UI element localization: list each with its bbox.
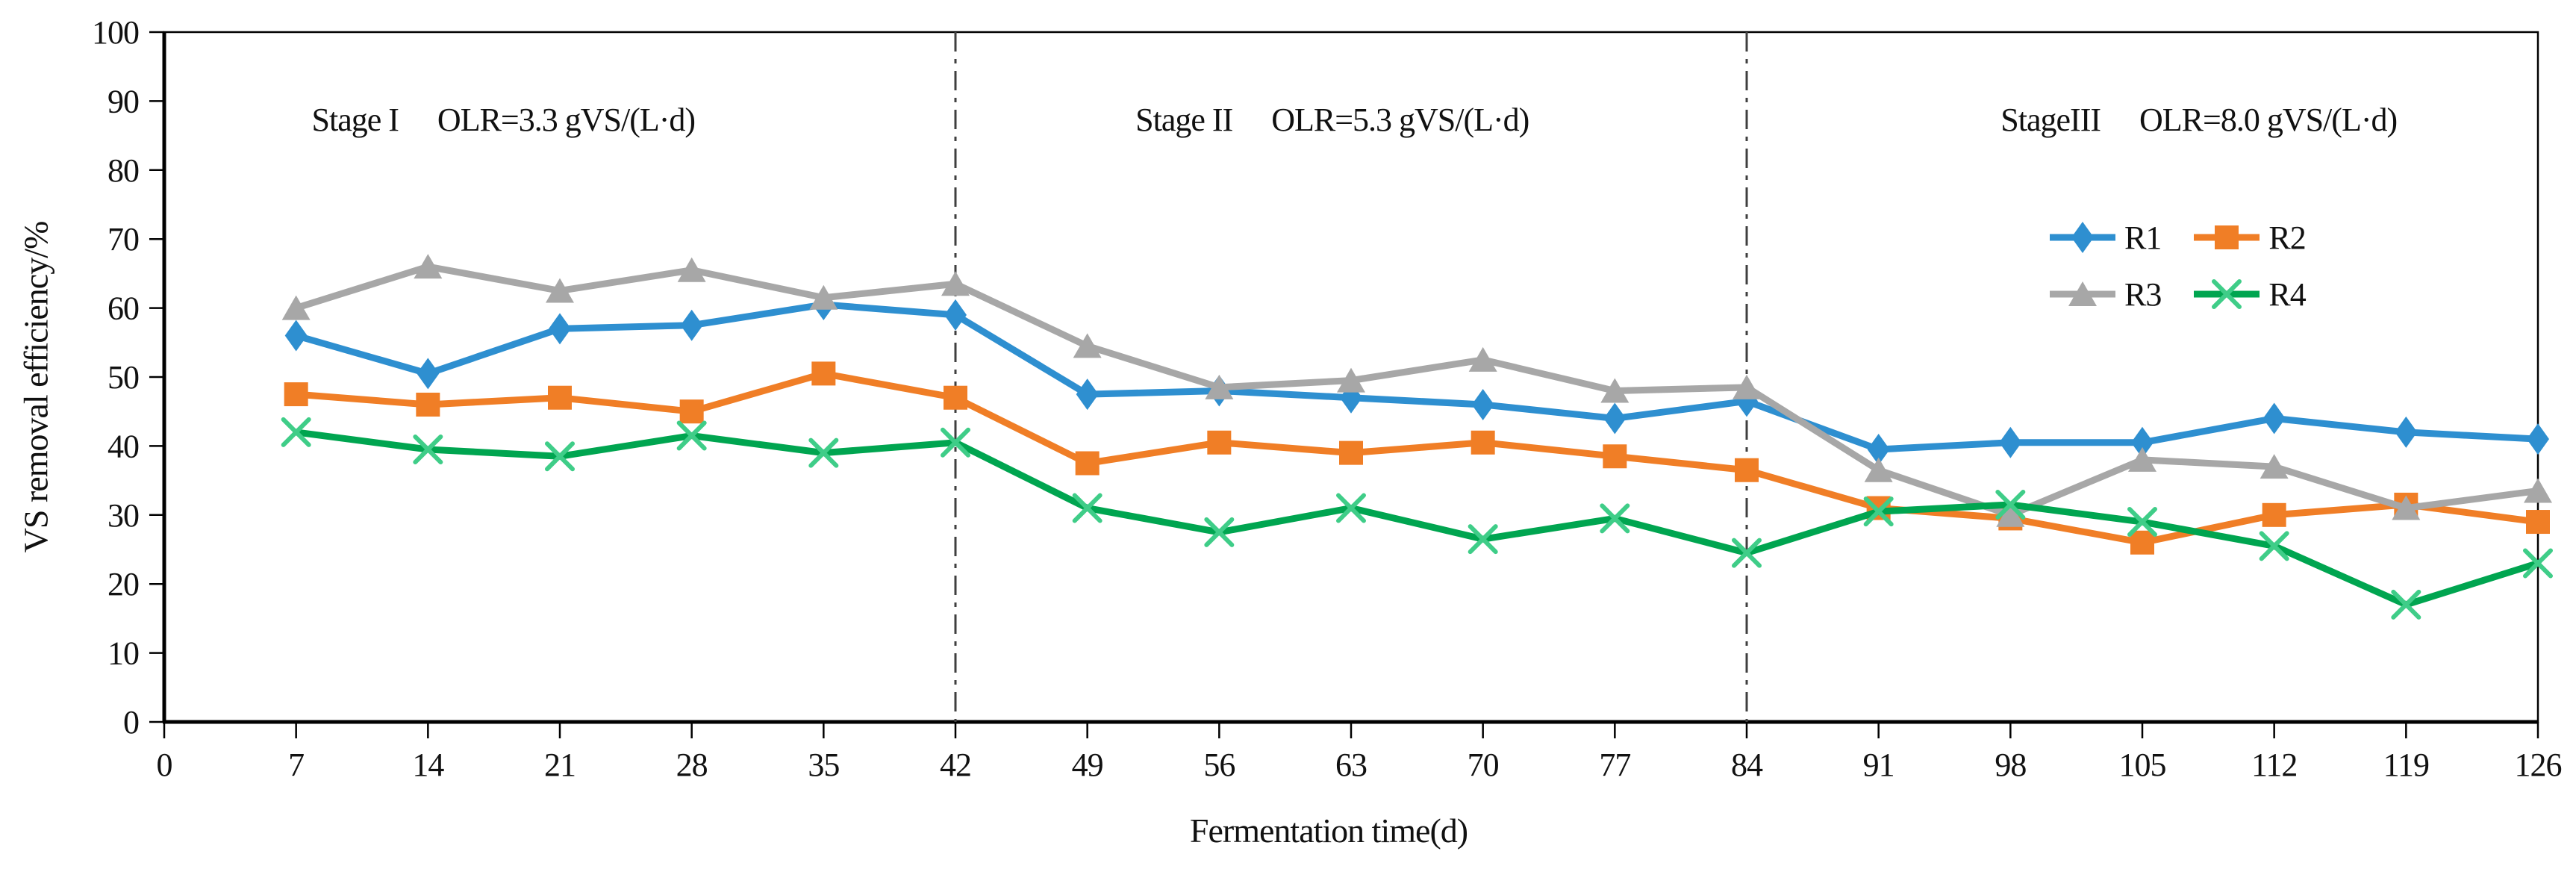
y-axis-title: VS removal efficiency/% (16, 221, 55, 553)
x-axis-title: Fermentation time(d) (1189, 812, 1468, 850)
svg-text:70: 70 (107, 221, 139, 258)
svg-text:119: 119 (2383, 747, 2429, 783)
stage-3-name: StageIII (2000, 102, 2101, 138)
svg-text:21: 21 (544, 747, 576, 783)
svg-text:0: 0 (157, 747, 172, 783)
svg-text:49: 49 (1072, 747, 1103, 783)
legend-label-r4: R4 (2268, 275, 2306, 313)
legend-label-r3: R3 (2124, 275, 2162, 313)
legend-item-r2: R2 (2191, 215, 2307, 260)
svg-text:10: 10 (107, 635, 139, 672)
stage-1-name: Stage I (311, 102, 399, 138)
r4-series-marker-icon (2194, 279, 2260, 309)
svg-text:50: 50 (107, 359, 139, 396)
svg-text:77: 77 (1599, 747, 1630, 783)
legend-label-r2: R2 (2268, 219, 2306, 256)
svg-text:63: 63 (1335, 747, 1367, 783)
svg-text:70: 70 (1468, 747, 1499, 783)
svg-text:42: 42 (940, 747, 971, 783)
svg-text:28: 28 (676, 747, 708, 783)
stage-2-olr: OLR=5.3 gVS/(L·d) (1271, 102, 1529, 138)
legend-item-r3: R3 (2047, 272, 2162, 317)
svg-text:30: 30 (107, 497, 139, 534)
stage-2-annotation: Stage II OLR=5.3 gVS/(L·d) (1135, 101, 1529, 139)
svg-text:98: 98 (1995, 747, 2026, 783)
svg-text:7: 7 (288, 747, 304, 783)
svg-text:126: 126 (2515, 747, 2562, 783)
r1-series-marker-icon (2050, 222, 2115, 253)
legend-item-r1: R1 (2047, 215, 2162, 260)
svg-text:90: 90 (107, 83, 139, 119)
stage-1-olr: OLR=3.3 gVS/(L·d) (437, 102, 696, 138)
svg-text:100: 100 (92, 14, 139, 51)
stage-3-annotation: StageIII OLR=8.0 gVS/(L·d) (2000, 101, 2398, 139)
stage-2-name: Stage II (1135, 102, 1233, 138)
r2-series-marker-icon (2194, 225, 2260, 249)
svg-text:60: 60 (107, 290, 139, 327)
svg-text:0: 0 (123, 704, 139, 741)
svg-text:40: 40 (107, 428, 139, 464)
legend-item-r4: R4 (2191, 272, 2307, 317)
svg-text:105: 105 (2119, 747, 2166, 783)
r3-series-marker-icon (2050, 281, 2115, 306)
legend-label-r1: R1 (2124, 219, 2162, 256)
svg-text:56: 56 (1203, 747, 1235, 783)
svg-text:80: 80 (107, 152, 139, 189)
svg-text:112: 112 (2251, 747, 2297, 783)
legend: R1 R2 R3 R4 (2047, 215, 2307, 317)
svg-text:35: 35 (808, 747, 839, 783)
svg-text:20: 20 (107, 566, 139, 602)
svg-text:14: 14 (412, 747, 444, 783)
svg-text:91: 91 (1863, 747, 1894, 783)
stage-3-olr: OLR=8.0 gVS/(L·d) (2139, 102, 2398, 138)
stage-1-annotation: Stage I OLR=3.3 gVS/(L·d) (312, 101, 696, 139)
svg-text:84: 84 (1731, 747, 1763, 783)
